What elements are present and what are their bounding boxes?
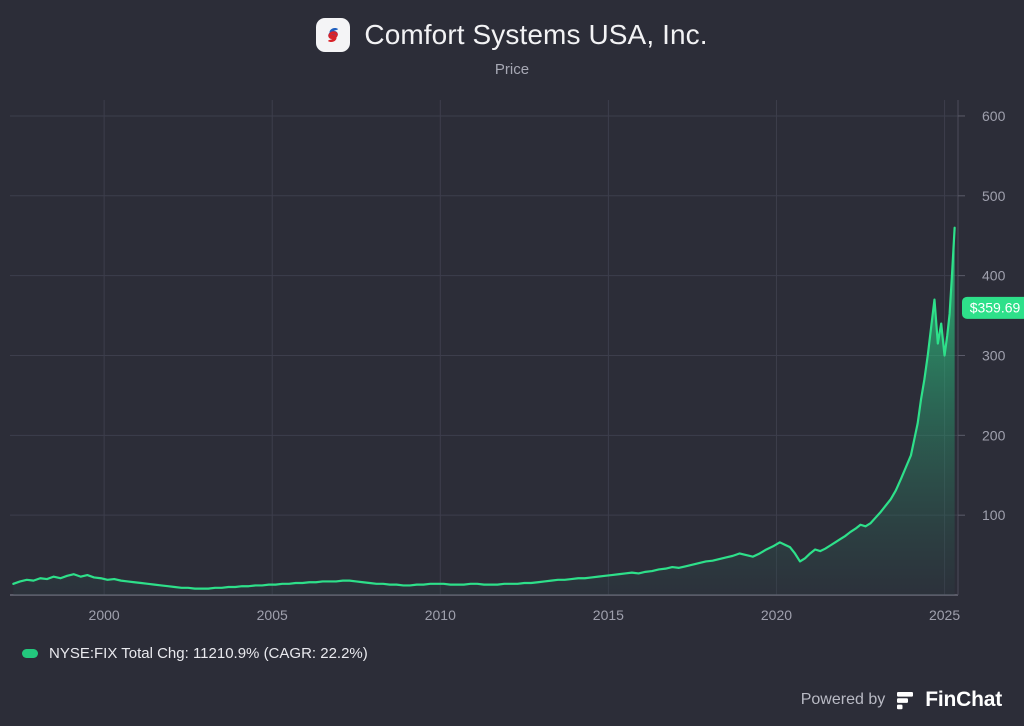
chart-gridlines: [10, 100, 959, 596]
y-axis-labels: 100 200 300 400 500 600: [958, 108, 1006, 523]
title-row: Comfort Systems USA, Inc.: [316, 18, 708, 52]
finchat-brand-label: FinChat: [925, 688, 1002, 711]
x-axis-labels: 2000 2005 2010 2015 2020 2025: [89, 607, 961, 622]
powered-by-label: Powered by: [800, 691, 886, 708]
y-axis-tick-label: 100: [982, 507, 1006, 523]
y-axis-tick-label: 600: [982, 108, 1006, 124]
chart-legend[interactable]: NYSE:FIX Total Chg: 11210.9% (CAGR: 22.2…: [22, 645, 368, 662]
price-chart: 100 200 300 400 500 600 2000 2005 2010 2015 2020 2…: [0, 92, 1024, 622]
comfort-systems-logo-icon: [316, 18, 351, 52]
price-badge-label: $359.69: [970, 300, 1021, 316]
chart-header: Comfort Systems USA, Inc. Price: [0, 0, 1024, 92]
x-axis-tick-label: 2015: [593, 607, 624, 622]
x-axis-tick-label: 2025: [929, 607, 960, 622]
finchat-f-icon: [894, 689, 916, 711]
chart-area-fill: [13, 227, 955, 595]
y-axis-tick-label: 500: [982, 188, 1006, 204]
y-axis-tick-label: 200: [982, 427, 1006, 443]
legend-label: NYSE:FIX Total Chg: 11210.9% (CAGR: 22.2…: [49, 645, 368, 662]
x-axis-tick-label: 2020: [761, 607, 792, 622]
page-title: Comfort Systems USA, Inc.: [364, 19, 708, 50]
x-axis-tick-label: 2010: [425, 607, 456, 622]
x-axis-tick-label: 2000: [89, 607, 120, 622]
legend-marker-icon: [22, 649, 38, 658]
x-axis-tick-label: 2005: [257, 607, 288, 622]
current-price-badge: $359.69: [962, 296, 1024, 319]
y-axis-tick-label: 300: [982, 347, 1006, 363]
chart-subtitle: Price: [494, 61, 530, 78]
chart-price-line: [12, 226, 956, 590]
finchat-watermark: Powered by FinChat: [801, 688, 1002, 712]
y-axis-tick-label: 400: [982, 268, 1006, 284]
